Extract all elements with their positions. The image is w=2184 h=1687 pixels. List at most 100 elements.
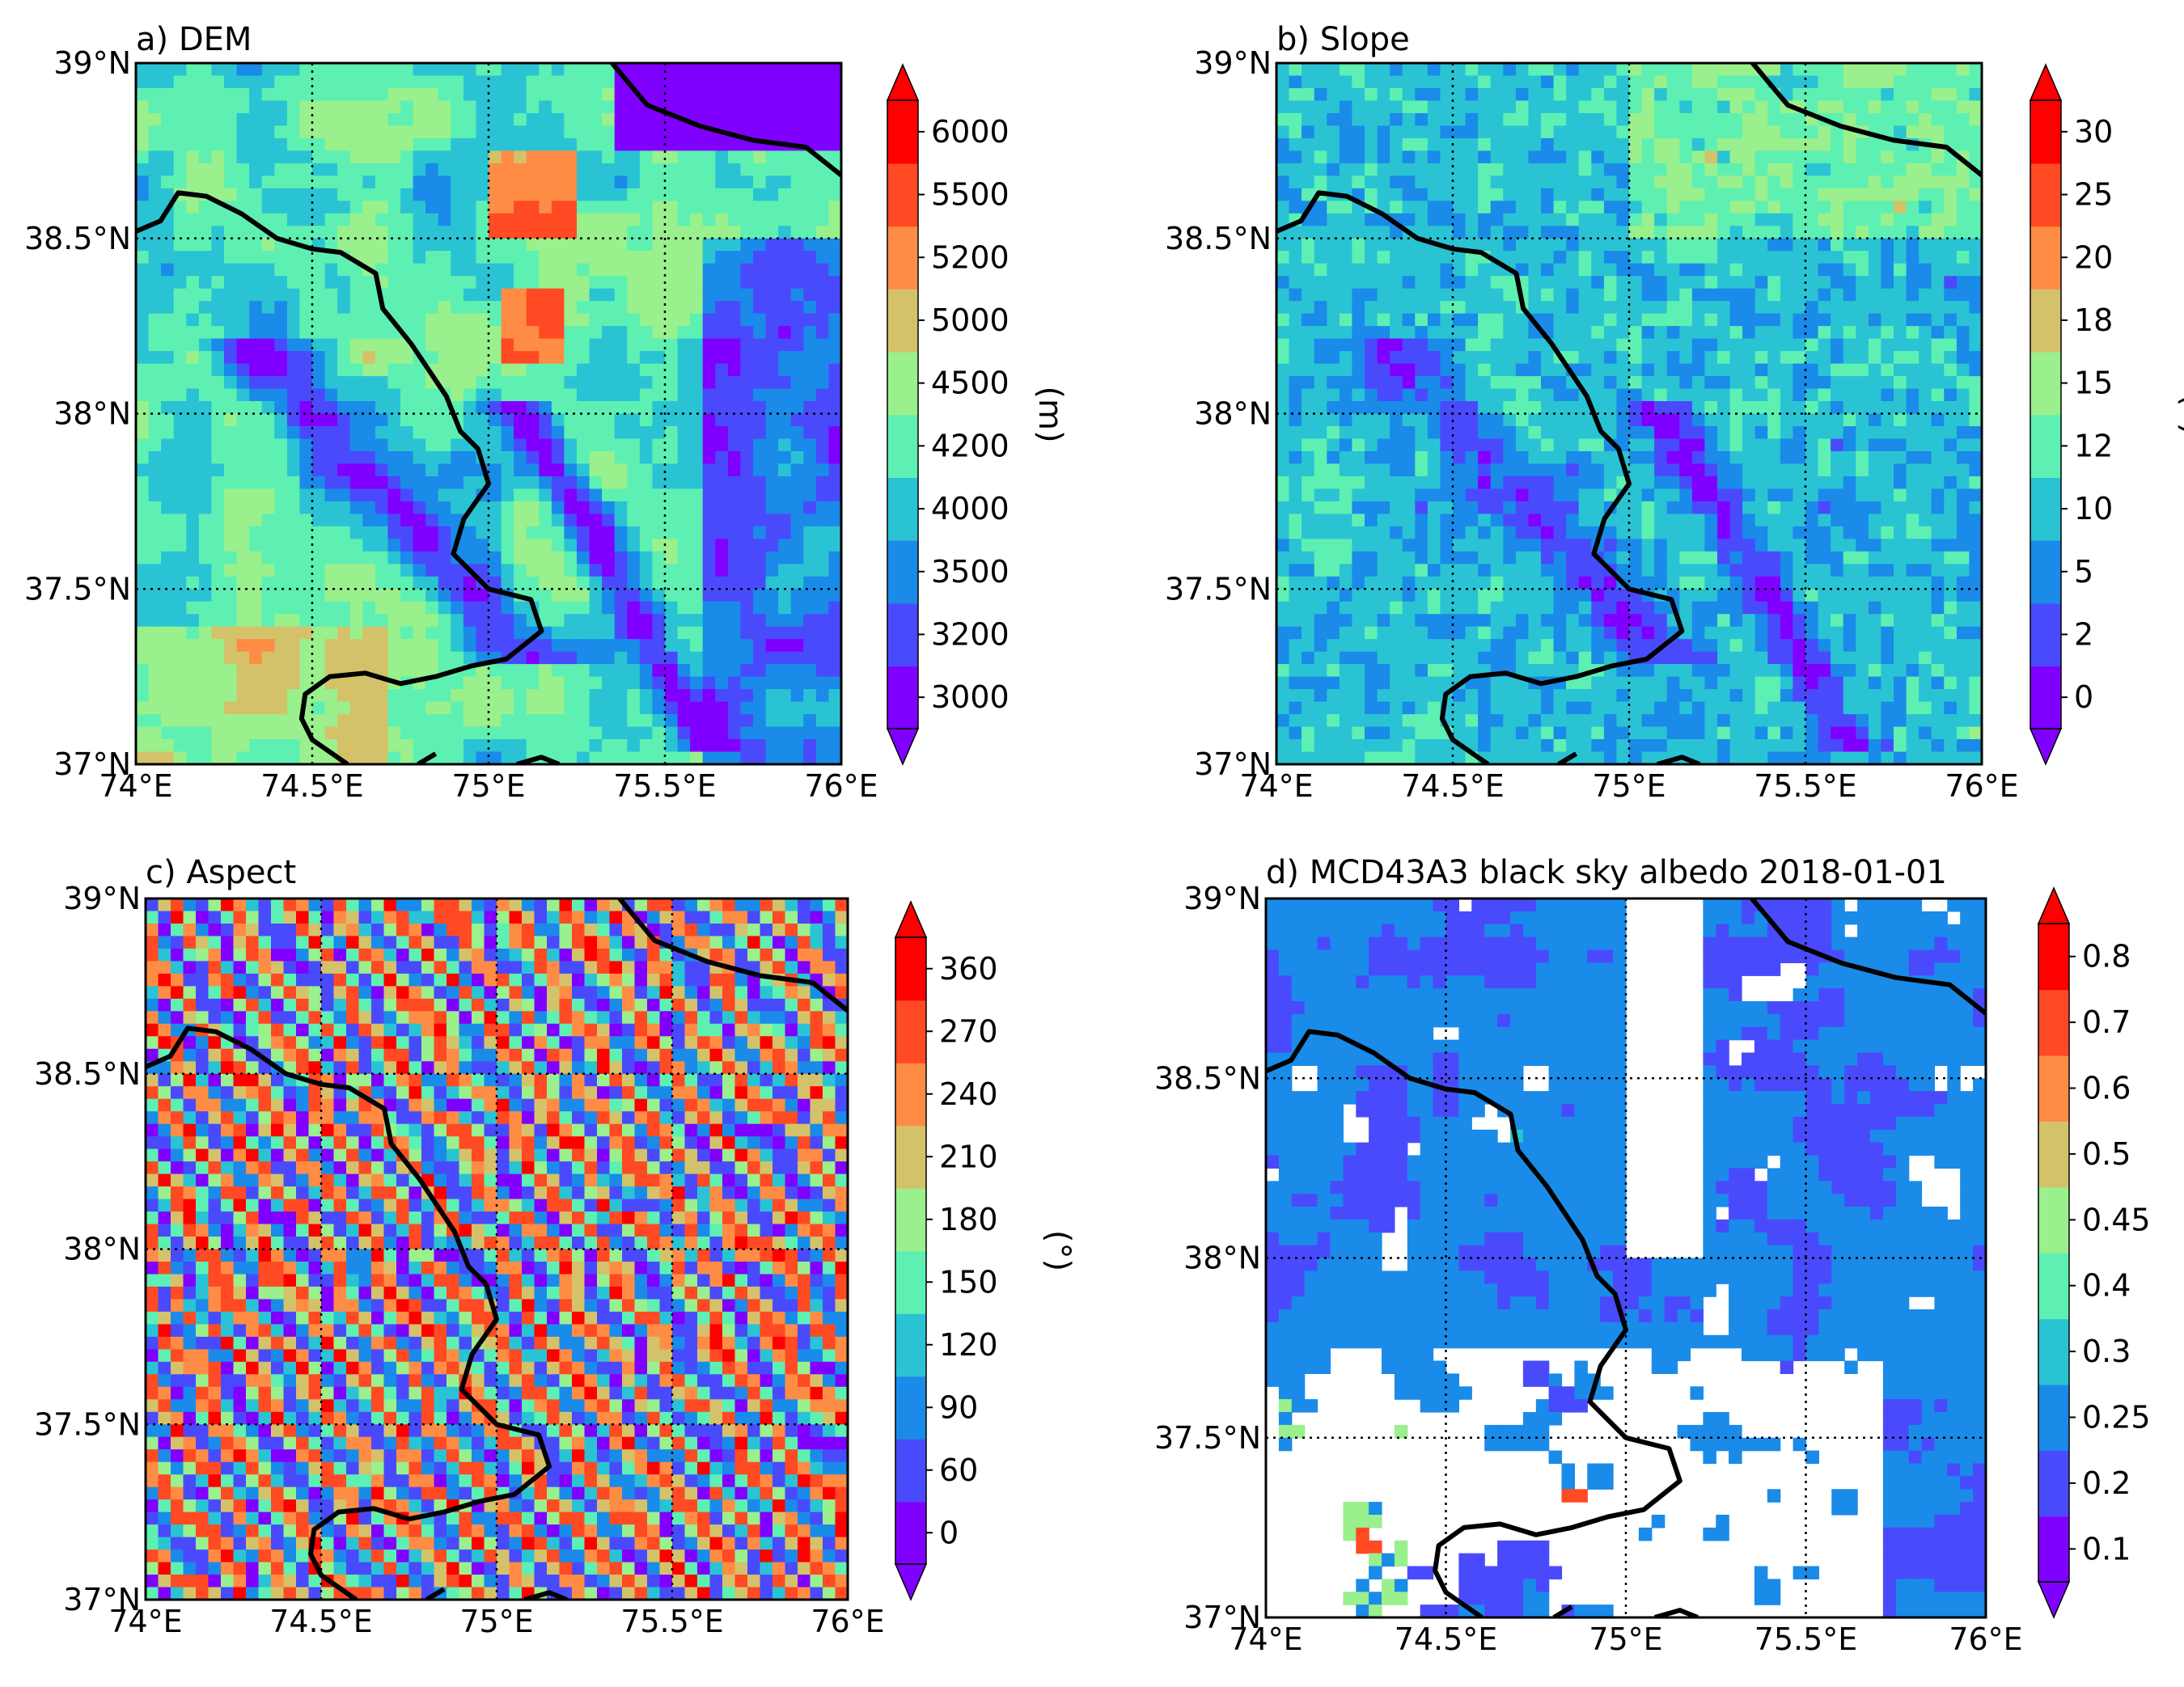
heatmap-cell bbox=[665, 226, 679, 239]
heatmap-cell bbox=[1339, 301, 1353, 315]
heatmap-cell bbox=[451, 639, 464, 653]
heatmap-cell bbox=[614, 251, 628, 264]
heatmap-cell bbox=[727, 551, 742, 564]
heatmap-cell bbox=[564, 276, 578, 290]
heatmap-cell bbox=[249, 351, 263, 365]
heatmap-cell bbox=[337, 63, 351, 77]
heatmap-cell bbox=[249, 388, 263, 402]
heatmap-cell bbox=[1666, 450, 1680, 464]
heatmap-cell bbox=[1868, 188, 1882, 201]
heatmap-cell bbox=[1541, 276, 1555, 290]
heatmap-cell bbox=[539, 175, 552, 189]
heatmap-cell bbox=[211, 639, 225, 653]
heatmap-cell bbox=[815, 676, 830, 690]
heatmap-cell bbox=[362, 676, 376, 690]
heatmap-cell bbox=[1868, 201, 1882, 214]
heatmap-cell bbox=[186, 301, 200, 315]
heatmap-cell bbox=[1767, 413, 1781, 427]
heatmap-cell bbox=[1641, 75, 1655, 89]
heatmap-cell bbox=[425, 401, 439, 415]
heatmap-cell bbox=[1591, 301, 1605, 315]
heatmap-cell bbox=[1969, 251, 1982, 264]
heatmap-cell bbox=[1440, 63, 1454, 77]
heatmap-cell bbox=[1654, 438, 1668, 452]
heatmap-cell bbox=[690, 601, 704, 615]
heatmap-cell bbox=[299, 75, 313, 89]
heatmap-cell bbox=[1729, 150, 1743, 164]
heatmap-cell bbox=[186, 438, 200, 452]
heatmap-cell bbox=[286, 463, 301, 477]
heatmap-cell bbox=[236, 363, 250, 377]
heatmap-cell bbox=[136, 301, 150, 315]
heatmap-cell bbox=[387, 639, 401, 653]
heatmap-cell bbox=[765, 689, 779, 703]
heatmap-cell bbox=[198, 514, 213, 527]
heatmap-cell bbox=[778, 539, 792, 552]
heatmap-cell bbox=[1352, 137, 1365, 151]
heatmap-cell bbox=[489, 188, 502, 201]
heatmap-cell bbox=[489, 363, 502, 377]
heatmap-cell bbox=[1843, 351, 1856, 365]
heatmap-cell bbox=[1906, 88, 1919, 102]
heatmap-cell bbox=[1679, 125, 1693, 139]
heatmap-cell bbox=[261, 301, 275, 315]
heatmap-cell bbox=[400, 426, 414, 440]
heatmap-cell bbox=[551, 726, 565, 740]
heatmap-cell bbox=[539, 551, 552, 564]
heatmap-cell bbox=[1490, 388, 1504, 402]
heatmap-cell bbox=[349, 614, 363, 628]
heatmap-cell bbox=[274, 263, 288, 277]
heatmap-cell bbox=[1276, 413, 1290, 427]
heatmap-cell bbox=[614, 664, 628, 678]
heatmap-cell bbox=[400, 351, 414, 365]
heatmap-cell bbox=[1339, 201, 1353, 214]
heatmap-cell bbox=[627, 413, 641, 427]
heatmap-cell bbox=[349, 676, 363, 690]
heatmap-cell bbox=[349, 188, 363, 201]
heatmap-cell bbox=[324, 125, 338, 139]
heatmap-cell bbox=[136, 739, 150, 753]
heatmap-cell bbox=[236, 288, 250, 302]
colorbar: 3000320035004000420045005000520055006000… bbox=[886, 63, 1069, 766]
heatmap-cell bbox=[173, 100, 187, 114]
heatmap-cell bbox=[148, 426, 162, 440]
heatmap-cell bbox=[337, 714, 351, 728]
heatmap-cell bbox=[236, 226, 250, 239]
heatmap-cell bbox=[1919, 201, 1932, 214]
heatmap-cell bbox=[1906, 251, 1919, 264]
heatmap-cell bbox=[1339, 363, 1353, 377]
heatmap-cell bbox=[1427, 88, 1441, 102]
heatmap-cell bbox=[514, 501, 527, 514]
heatmap-cell bbox=[778, 238, 792, 252]
heatmap-cell bbox=[1515, 313, 1530, 327]
heatmap-cell bbox=[161, 376, 175, 390]
heatmap-cell bbox=[1919, 438, 1932, 452]
heatmap-cell bbox=[337, 438, 351, 452]
heatmap-cell bbox=[148, 188, 162, 201]
heatmap-cell bbox=[652, 88, 666, 102]
heatmap-cell bbox=[1314, 426, 1327, 440]
heatmap-cell bbox=[1478, 313, 1492, 327]
heatmap-cell bbox=[489, 438, 502, 452]
heatmap-cell bbox=[1490, 301, 1504, 315]
heatmap-cell bbox=[702, 288, 716, 302]
colorbar-label: (m) bbox=[1031, 386, 1069, 442]
heatmap-cell bbox=[690, 351, 704, 365]
heatmap-cell bbox=[602, 188, 616, 201]
heatmap-cell bbox=[186, 551, 200, 564]
heatmap-cell bbox=[211, 476, 225, 489]
heatmap-cell bbox=[1894, 175, 1907, 189]
heatmap-cell bbox=[589, 501, 603, 514]
heatmap-cell bbox=[400, 388, 414, 402]
heatmap-cell bbox=[564, 413, 578, 427]
heatmap-cell bbox=[286, 88, 301, 102]
heatmap-cell bbox=[1427, 450, 1441, 464]
heatmap-cell bbox=[1792, 137, 1806, 151]
heatmap-cell bbox=[312, 112, 326, 126]
heatmap-cell bbox=[1276, 363, 1290, 377]
heatmap-cell bbox=[413, 213, 426, 226]
heatmap-cell bbox=[299, 63, 313, 77]
heatmap-cell bbox=[727, 226, 742, 239]
heatmap-cell bbox=[1515, 137, 1530, 151]
heatmap-cell bbox=[337, 363, 351, 377]
